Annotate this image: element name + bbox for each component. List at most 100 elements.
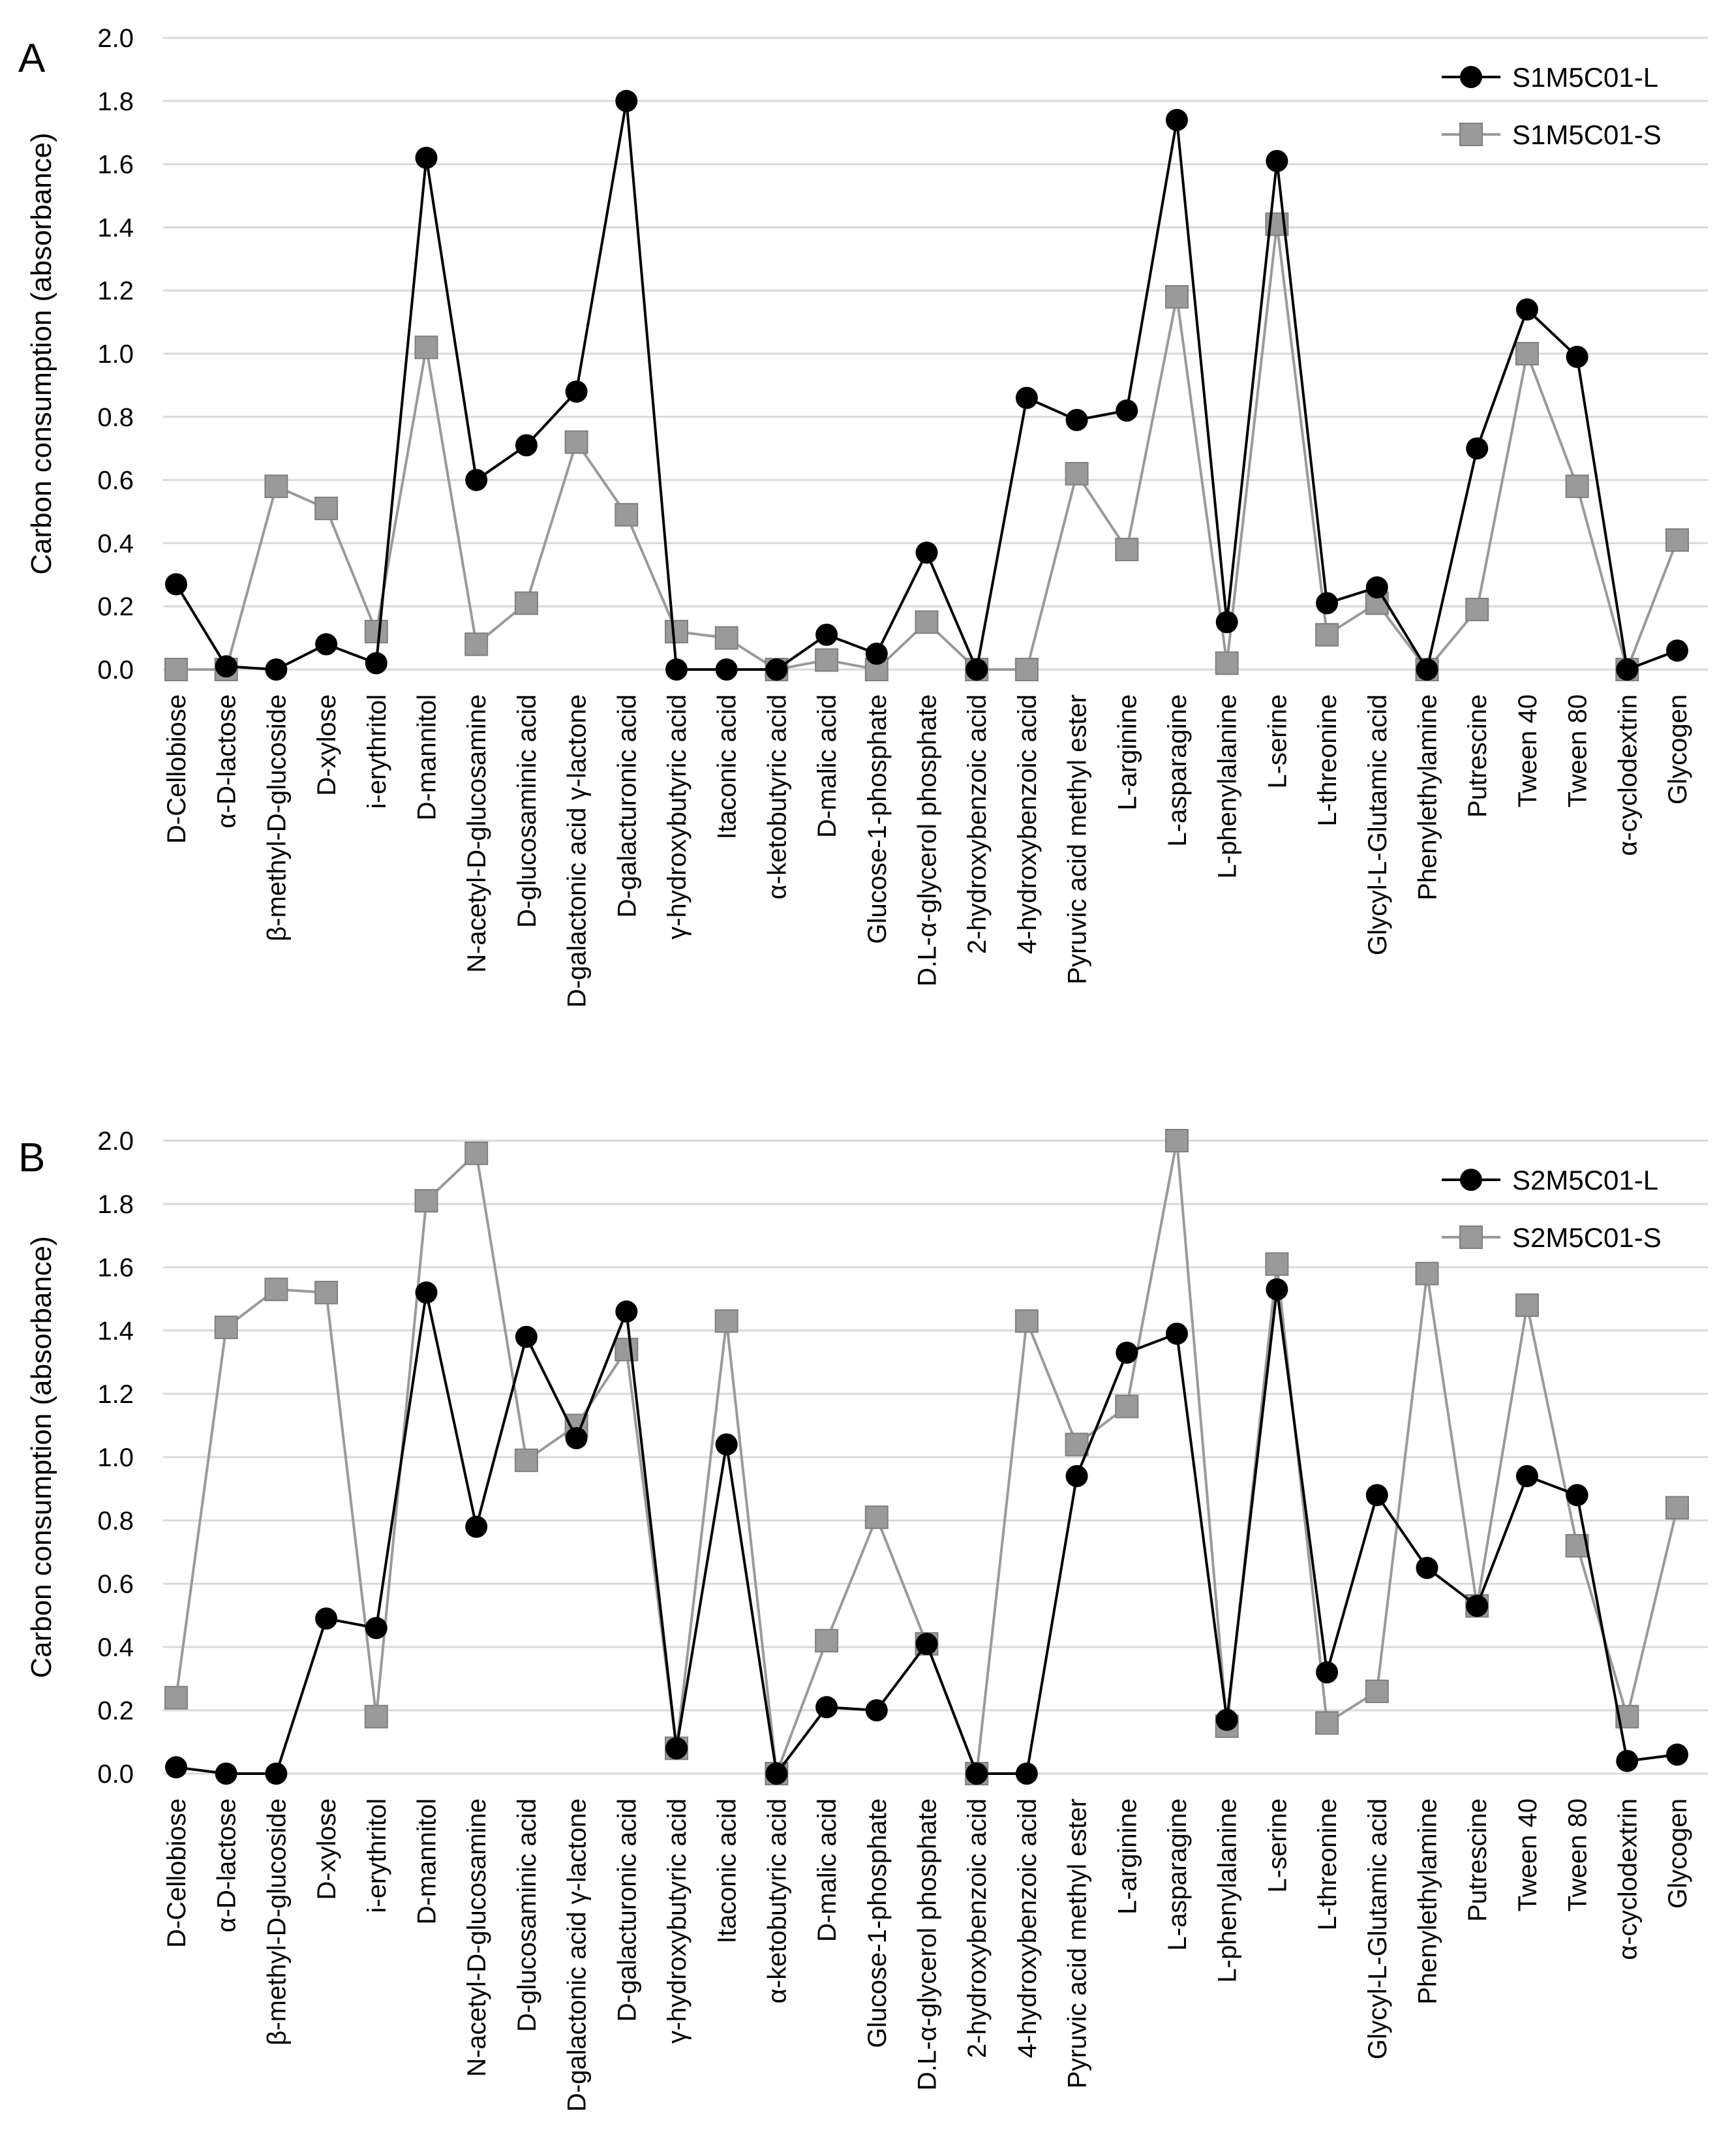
x-tick-label: L-arginine [1113,694,1142,810]
data-point-S1M5C01-L [665,658,688,681]
data-point-S2M5C01-S [1365,1679,1389,1703]
y-tick-label: 0.8 [97,1507,134,1535]
data-point-S2M5C01-S [615,1338,639,1362]
x-tick-label: D-xylose [312,694,341,796]
x-tick-label: L-threonine [1313,694,1342,826]
x-tick-label: L-asparagine [1163,1798,1192,1951]
y-tick-label: 2.0 [97,24,134,53]
data-point-S1M5C01-L [1365,576,1388,599]
x-tick-label: D-Cellobiose [162,694,191,844]
x-tick-label: D.L-α-glycerol phosphate [913,1798,942,2091]
y-tick-label: 1.4 [97,1317,134,1346]
y-tick-label: 0.0 [97,656,134,685]
legend-marker-circle [1460,66,1482,88]
data-point-S1M5C01-L [265,658,288,681]
legend-marker-square [1459,1225,1483,1249]
data-point-S1M5C01-L [215,655,237,678]
legend-label: S2M5C01-S [1512,1222,1662,1253]
x-tick-label: α-D-lactose [213,694,241,828]
x-tick-label: Glucose-1-phosphate [863,1798,892,2048]
data-point-S2M5C01-L [1316,1661,1339,1684]
data-point-S2M5C01-L [1566,1484,1588,1507]
data-point-S1M5C01-L [915,541,938,564]
data-point-S2M5C01-L [1266,1278,1288,1301]
y-tick-label: 0.2 [97,593,134,621]
x-tick-label: L-asparagine [1163,694,1192,847]
data-point-S1M5C01-S [1115,538,1139,562]
x-tick-label: Glycogen [1664,694,1692,805]
data-point-S1M5C01-S [464,632,489,656]
x-tick-label: γ-hydroxybutyric acid [663,694,691,940]
data-point-S1M5C01-L [315,633,338,656]
x-tick-label: L-phenylalanine [1213,694,1242,878]
legend-label: S1M5C01-S [1512,119,1662,150]
data-point-S2M5C01-L [915,1633,938,1656]
data-point-S1M5C01-S [1315,623,1339,647]
x-tick-label: D-galacturonic acid [613,1798,641,2022]
x-tick-label: Glycogen [1664,1798,1692,1909]
data-point-S2M5C01-S [314,1280,339,1304]
data-point-S2M5C01-S [864,1505,889,1530]
data-point-S1M5C01-S [1565,474,1589,499]
data-point-S1M5C01-L [1566,345,1588,368]
data-point-S1M5C01-L [815,623,838,646]
data-point-S1M5C01-L [1666,639,1688,662]
data-point-S2M5C01-L [965,1763,988,1785]
y-tick-label: 0.2 [97,1697,134,1725]
data-point-S1M5C01-S [714,626,738,650]
x-tick-label: L-threonine [1313,1798,1342,1930]
y-tick-label: 1.0 [97,340,134,369]
data-point-S1M5C01-S [1014,658,1039,681]
data-point-S2M5C01-S [1515,1293,1539,1317]
data-point-S2M5C01-L [615,1300,638,1323]
data-point-S2M5C01-L [815,1696,838,1719]
data-point-S2M5C01-S [1065,1432,1089,1456]
data-point-S1M5C01-S [514,591,538,615]
x-tick-label: N-acetyl-D-glucosamine [463,694,491,973]
data-point-S2M5C01-S [1165,1129,1189,1152]
y-tick-label: 1.0 [97,1443,134,1472]
data-point-S1M5C01-L [865,642,888,665]
data-point-S1M5C01-S [164,658,188,681]
x-tick-label: Putrescine [1463,1798,1492,1922]
legend-marker-square [1459,123,1483,146]
data-point-S1M5C01-S [264,474,288,499]
x-tick-label: Phenylethylamine [1414,694,1442,901]
legend-marker-circle [1460,1169,1482,1191]
y-tick-label: 1.6 [97,1254,134,1282]
data-point-S1M5C01-S [615,502,639,527]
data-point-S2M5C01-L [1166,1322,1188,1345]
data-point-S2M5C01-S [714,1309,738,1333]
x-tick-label: L-phenylalanine [1213,1798,1242,1982]
data-point-S1M5C01-L [1065,408,1088,431]
data-point-S1M5C01-L [165,573,187,596]
data-point-S1M5C01-L [1015,386,1038,409]
data-point-S1M5C01-L [1515,298,1538,321]
data-point-S2M5C01-L [315,1607,338,1630]
x-tick-label: Tween 80 [1564,1798,1592,1911]
data-point-S1M5C01-S [314,497,339,521]
x-tick-label: Tween 40 [1513,694,1542,807]
x-tick-label: Glycyl-L-Glutamic acid [1363,694,1392,955]
x-tick-label: 4-hydroxybenzoic acid [1013,694,1042,954]
data-point-S1M5C01-L [715,658,738,681]
data-point-S2M5C01-L [465,1515,488,1538]
x-tick-label: γ-hydroxybutyric acid [663,1798,691,2044]
y-tick-label: 1.6 [97,151,134,179]
data-point-S1M5C01-L [1116,399,1138,422]
data-point-S2M5C01-S [1415,1261,1439,1286]
data-point-S1M5C01-L [765,658,788,681]
series-line-S1M5C01-L [175,100,1678,674]
data-point-S1M5C01-L [365,652,387,675]
data-point-S2M5C01-L [165,1756,187,1779]
data-point-S1M5C01-L [615,89,638,112]
data-point-S2M5C01-S [1315,1711,1339,1735]
x-tick-label: 4-hydroxybenzoic acid [1013,1798,1042,2058]
data-point-S1M5C01-S [1465,598,1489,622]
x-tick-label: Itaconic acid [713,1798,742,1943]
x-tick-label: Putrescine [1463,694,1492,818]
legend-label: S2M5C01-L [1512,1165,1658,1195]
data-point-S1M5C01-L [515,434,538,457]
data-point-S2M5C01-L [1116,1341,1138,1364]
